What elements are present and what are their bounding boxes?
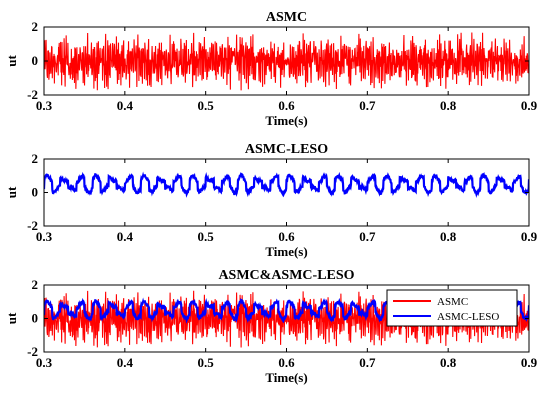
x-axis-label: Time(s): [265, 113, 307, 128]
x-tick-label: 0.7: [359, 355, 376, 370]
x-tick-label: 0.3: [36, 98, 53, 113]
x-axis-label: Time(s): [265, 244, 307, 259]
axes-frame: [43, 158, 530, 227]
x-tick-label: 0.8: [440, 98, 457, 113]
x-tick-label: 0.8: [440, 355, 457, 370]
legend-label: ASMC: [437, 296, 468, 308]
x-tick-label: 0.6: [278, 229, 295, 244]
y-axis-label: ut: [4, 312, 19, 324]
x-tick-label: 0.4: [117, 355, 134, 370]
y-tick-label: -2: [27, 87, 38, 102]
series-line-primary: [44, 32, 529, 91]
x-axis-label: Time(s): [265, 370, 307, 385]
panel-title: ASMC-LESO: [245, 142, 328, 157]
y-axis-label: ut: [4, 186, 19, 198]
panel-title: ASMC: [266, 10, 307, 25]
y-tick-label: 2: [32, 19, 39, 34]
x-tick-label: 0.7: [359, 98, 376, 113]
legend-box: [386, 289, 518, 327]
y-axis-label: ut: [4, 55, 19, 67]
x-tick-label: 0.3: [36, 355, 53, 370]
y-tick-label: 0: [32, 311, 39, 326]
legend: ASMC ASMC-LESO: [386, 289, 518, 327]
x-tick-label: 0.4: [117, 98, 134, 113]
chart-panel-2: ASMC-LESO 0.3 0.4 0.5 0.6 0.7 0.8 0.9 -2 0 2 Time(s…: [4, 142, 538, 259]
y-tick-label: -2: [27, 344, 38, 359]
series-line-primary: [44, 171, 529, 198]
x-tick-label: 0.7: [359, 229, 376, 244]
x-tick-label: 0.5: [198, 355, 215, 370]
y-tick-label: -2: [27, 218, 38, 233]
panel-title: ASMC&ASMC-LESO: [218, 268, 354, 283]
x-tick-label: 0.3: [36, 229, 53, 244]
y-tick-label: 0: [32, 185, 39, 200]
x-tick-label: 0.9: [521, 355, 538, 370]
y-tick-label: 2: [32, 151, 39, 166]
x-tick-label: 0.5: [198, 229, 215, 244]
x-tick-label: 0.8: [440, 229, 457, 244]
chart-panel-3: ASMC&ASMC-LESO 0.3 0.4 0.5 0.6 0.7 0.8 0.9 -2 0 2 T…: [4, 268, 538, 385]
x-tick-label: 0.6: [278, 98, 295, 113]
y-tick-label: 2: [32, 277, 39, 292]
x-tick-label: 0.6: [278, 355, 295, 370]
x-tick-label: 0.4: [117, 229, 134, 244]
legend-label: ASMC-LESO: [437, 311, 499, 323]
x-tick-label: 0.9: [521, 229, 538, 244]
y-tick-label: 0: [32, 53, 39, 68]
chart-panel-1: ASMC 0.3 0.4 0.5 0.6 0.7 0.8 0.9 -2 0 2 Time(s) ut: [4, 10, 538, 128]
x-tick-label: 0.5: [198, 98, 215, 113]
x-tick-label: 0.9: [521, 98, 538, 113]
